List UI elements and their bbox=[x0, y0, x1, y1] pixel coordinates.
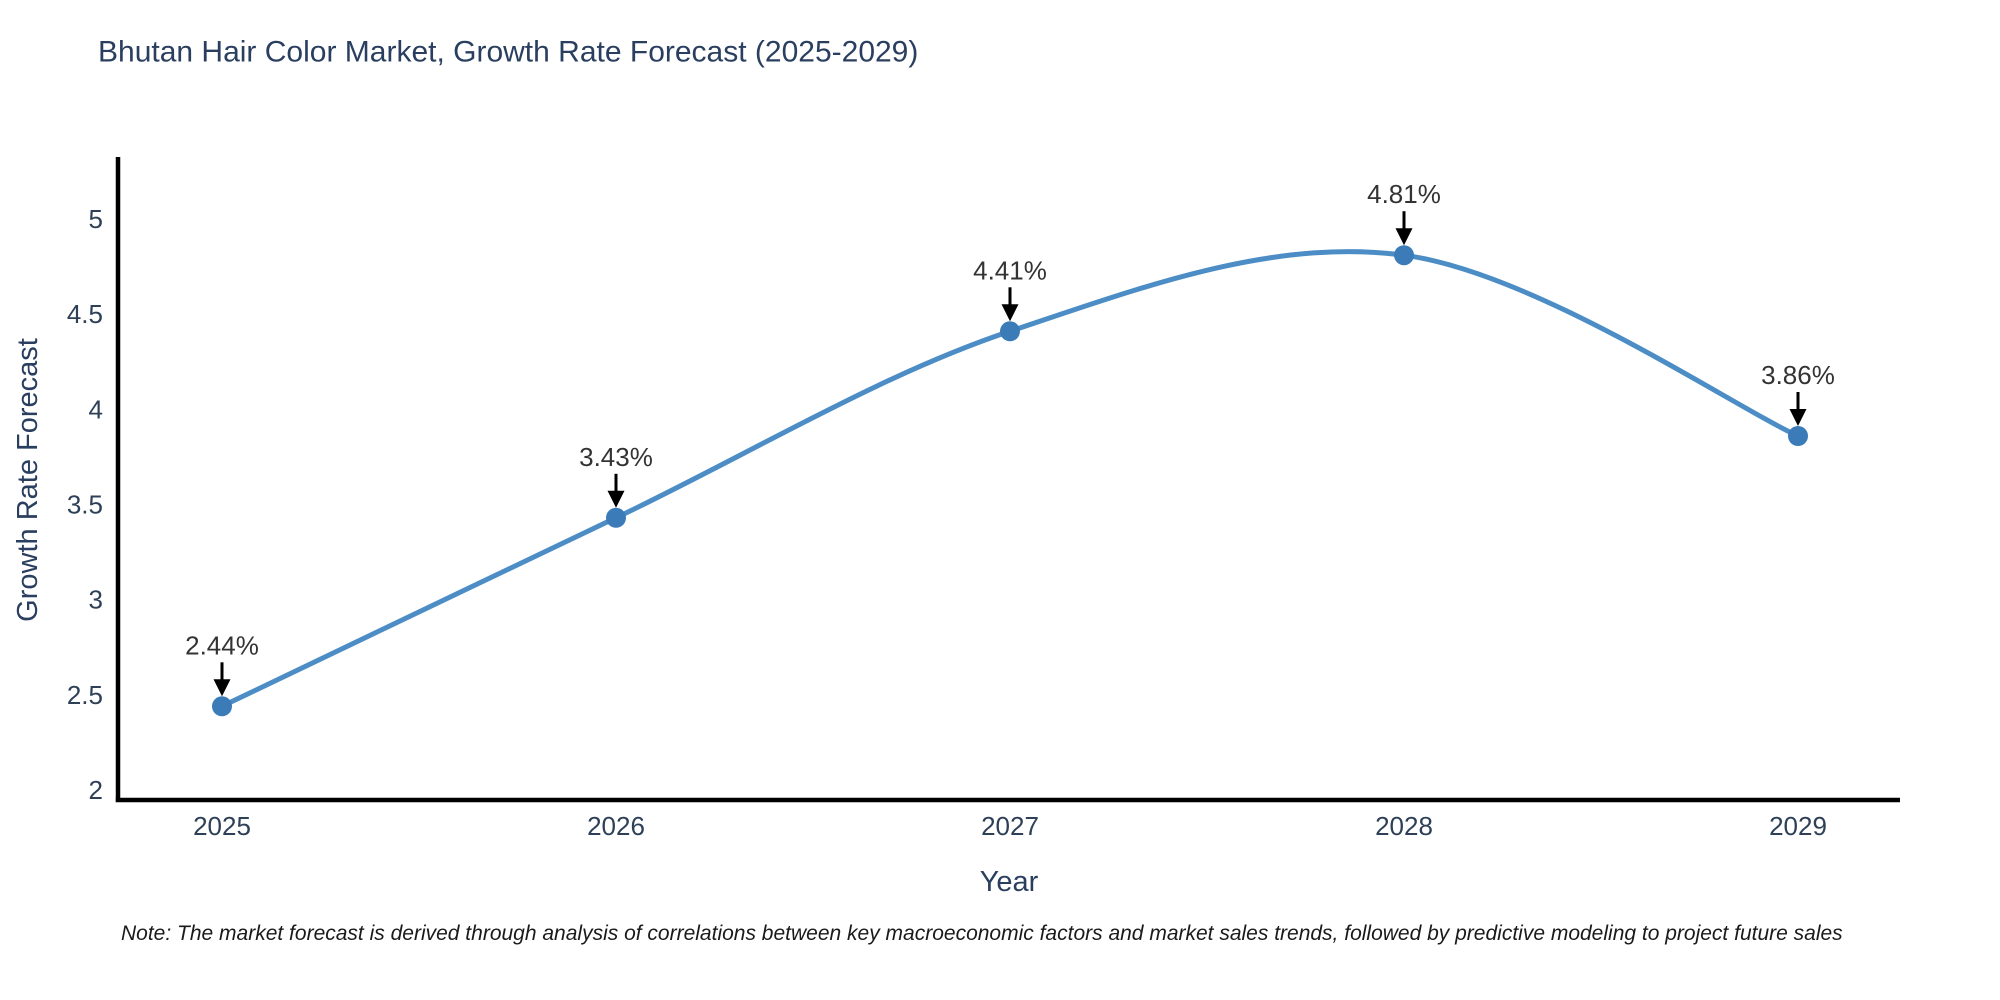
x-tick-label: 2026 bbox=[587, 811, 645, 841]
x-tick-label: 2025 bbox=[193, 811, 251, 841]
annotation-arrow-head bbox=[607, 490, 625, 508]
y-axis-tick-labels: 2 2.5 3 3.5 4 4.5 5 bbox=[67, 204, 103, 805]
x-tick-label: 2029 bbox=[1769, 811, 1827, 841]
data-point-annotations: 2.44% 3.43% 4.41% 4.81% 3.86% bbox=[185, 179, 1835, 697]
data-point-label: 3.86% bbox=[1761, 360, 1835, 390]
x-axis-title: Year bbox=[980, 866, 1039, 898]
y-tick-label: 4.5 bbox=[67, 299, 103, 329]
y-tick-label: 3 bbox=[89, 585, 103, 615]
y-tick-label: 3.5 bbox=[67, 490, 103, 520]
data-point-markers bbox=[212, 245, 1808, 717]
data-point-label: 3.43% bbox=[579, 442, 653, 472]
annotation-arrow-head bbox=[213, 679, 231, 697]
y-axis-title: Growth Rate Forecast bbox=[12, 338, 44, 622]
data-point-label: 2.44% bbox=[185, 630, 259, 660]
data-point-marker bbox=[1000, 321, 1020, 342]
x-tick-label: 2027 bbox=[981, 811, 1039, 841]
data-point-label: 4.81% bbox=[1367, 179, 1441, 209]
y-tick-label: 2 bbox=[89, 775, 103, 805]
data-point-label: 4.41% bbox=[973, 255, 1047, 285]
x-axis-tick-labels: 2025 2026 2027 2028 2029 bbox=[193, 811, 1827, 841]
footnote: Note: The market forecast is derived thr… bbox=[121, 922, 1843, 945]
annotation-arrow-head bbox=[1001, 304, 1019, 322]
data-point-marker bbox=[606, 507, 626, 528]
annotation-arrow-head bbox=[1395, 228, 1413, 246]
y-tick-label: 2.5 bbox=[67, 680, 103, 710]
y-tick-label: 5 bbox=[89, 204, 103, 234]
data-point-marker bbox=[212, 696, 232, 717]
x-tick-label: 2028 bbox=[1375, 811, 1433, 841]
data-point-marker bbox=[1394, 245, 1414, 266]
y-tick-label: 4 bbox=[89, 394, 103, 424]
annotation-arrow-head bbox=[1789, 409, 1807, 426]
chart-title: Bhutan Hair Color Market, Growth Rate Fo… bbox=[98, 36, 918, 69]
data-point-marker bbox=[1788, 426, 1808, 446]
